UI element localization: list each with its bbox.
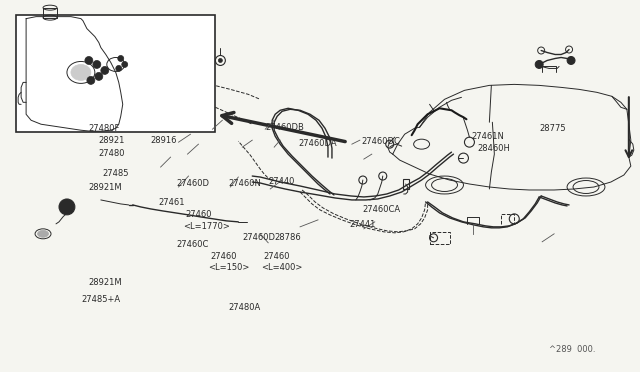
Text: 28775: 28775 <box>539 124 566 133</box>
Text: 27460DB: 27460DB <box>265 123 304 132</box>
Circle shape <box>101 67 109 74</box>
Circle shape <box>567 57 575 64</box>
Circle shape <box>95 73 103 80</box>
Text: 27460: 27460 <box>263 252 290 261</box>
Circle shape <box>85 57 93 64</box>
Text: 27460D: 27460D <box>243 233 275 242</box>
Text: 27440: 27440 <box>268 177 294 186</box>
Ellipse shape <box>71 64 91 80</box>
Circle shape <box>122 61 128 67</box>
Text: 27480F: 27480F <box>89 124 120 133</box>
Bar <box>403 179 409 189</box>
Text: 27460CA: 27460CA <box>363 205 401 214</box>
Text: 27485: 27485 <box>103 169 129 177</box>
Bar <box>16 15 216 132</box>
Text: 27460C: 27460C <box>177 240 209 249</box>
Circle shape <box>218 58 222 62</box>
Text: 27460: 27460 <box>186 211 212 219</box>
Text: <L=400>: <L=400> <box>261 263 303 272</box>
Circle shape <box>62 202 72 212</box>
Circle shape <box>93 61 101 68</box>
Text: 28786: 28786 <box>274 233 301 242</box>
Ellipse shape <box>38 230 49 237</box>
Text: 28921M: 28921M <box>89 278 122 287</box>
Circle shape <box>116 65 122 71</box>
Text: <L=1770>: <L=1770> <box>184 222 230 231</box>
Text: 27480A: 27480A <box>228 303 260 312</box>
Text: 28921M: 28921M <box>89 183 122 192</box>
Circle shape <box>59 199 75 215</box>
Text: 27441: 27441 <box>350 220 376 230</box>
Text: 27461: 27461 <box>159 198 185 208</box>
Text: ^289  000.: ^289 000. <box>549 345 596 354</box>
Text: 28460H: 28460H <box>477 144 510 153</box>
Text: 27485+A: 27485+A <box>81 295 120 304</box>
Circle shape <box>87 76 95 84</box>
Text: 27460N: 27460N <box>228 179 261 187</box>
Text: <L=150>: <L=150> <box>209 263 250 272</box>
Text: 27460DA: 27460DA <box>298 139 337 148</box>
Text: 27460D: 27460D <box>177 179 209 187</box>
Text: 27480: 27480 <box>99 149 125 158</box>
Circle shape <box>535 61 543 68</box>
Text: 27460: 27460 <box>211 252 237 261</box>
Text: 27461N: 27461N <box>472 132 504 141</box>
Text: 28916: 28916 <box>150 136 177 145</box>
Circle shape <box>118 55 124 61</box>
Text: 27460DC: 27460DC <box>362 137 401 146</box>
Bar <box>429 232 449 244</box>
Text: 28921: 28921 <box>99 136 125 145</box>
